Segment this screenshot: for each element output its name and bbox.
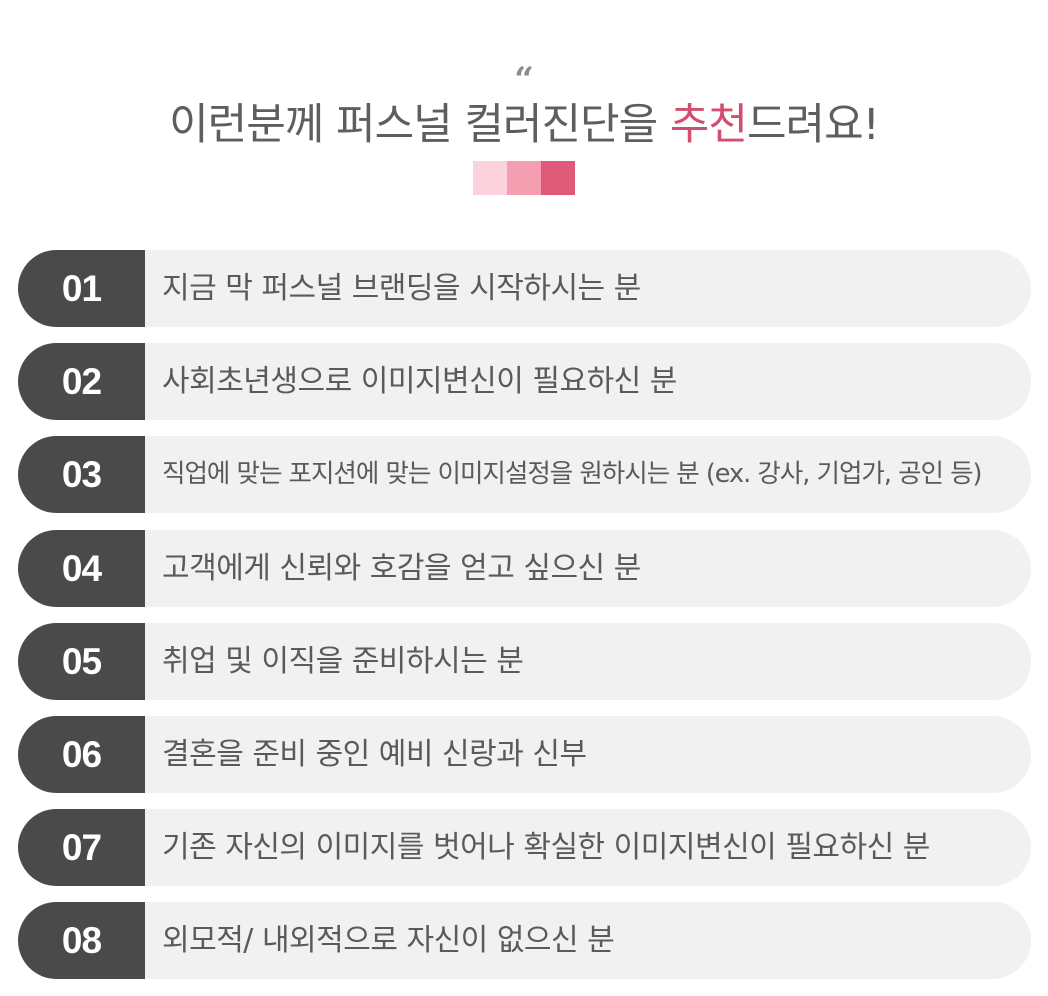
swatch-light-pink [473, 161, 507, 195]
list-item-text: 사회초년생으로 이미지변신이 필요하신 분 [162, 364, 677, 400]
item-number-badge: 07 [18, 809, 145, 887]
list-item: 05 취업 및 이직을 준비하시는 분 [18, 622, 1031, 700]
title-text-end: 드려요! [746, 100, 880, 150]
list-item-text: 기존 자신의 이미지를 벗어나 확실한 이미지변신이 필요하신 분 [162, 830, 930, 866]
list-item: 01 지금 막 퍼스널 브랜딩을 시작하시는 분 [18, 250, 1031, 327]
item-number-badge: 06 [18, 715, 145, 793]
list-item: 08 외모적/ 내외적으로 자신이 없으신 분 [18, 902, 1031, 980]
list-item-text: 취업 및 이직을 준비하시는 분 [162, 643, 524, 679]
item-number-badge: 02 [18, 343, 145, 421]
list-item-text: 고객에게 신뢰와 호감을 얻고 싶으신 분 [162, 550, 641, 586]
color-swatch-bar [473, 161, 575, 195]
list-item-background [18, 715, 1031, 793]
list-item-background [18, 529, 1031, 607]
title-text-start: 이런분께 퍼스널 컬러진단을 [169, 100, 670, 150]
list-item: 02 사회초년생으로 이미지변신이 필요하신 분 [18, 343, 1031, 421]
list-item-background [18, 250, 1031, 327]
item-number-badge: 04 [18, 529, 145, 607]
list-item-background [18, 436, 1031, 514]
section-header: “ 이런분께 퍼스널 컬러진단을 추천드려요! [0, 0, 1048, 210]
list-item-background [18, 902, 1031, 980]
swatch-medium-pink [507, 161, 541, 195]
item-number-badge: 01 [18, 250, 145, 327]
item-number-badge: 05 [18, 622, 145, 700]
list-item: 03 직업에 맞는 포지션에 맞는 이미지설정을 원하시는 분 (ex. 강사,… [18, 436, 1031, 514]
item-number-badge: 03 [18, 436, 145, 514]
quote-icon: “ [514, 60, 534, 92]
item-number-badge: 08 [18, 902, 145, 980]
list-item: 06 결혼을 준비 중인 예비 신랑과 신부 [18, 715, 1031, 793]
section-title: 이런분께 퍼스널 컬러진단을 추천드려요! [0, 98, 1048, 152]
swatch-dark-pink [541, 161, 575, 195]
list-item-background [18, 622, 1031, 700]
list-item-background [18, 343, 1031, 421]
list-item-text: 지금 막 퍼스널 브랜딩을 시작하시는 분 [162, 271, 641, 306]
title-accent-text: 추천 [669, 100, 748, 150]
list-item-background [18, 809, 1031, 887]
list-item-text: 직업에 맞는 포지션에 맞는 이미지설정을 원하시는 분 (ex. 강사, 기업… [162, 459, 983, 490]
list-item: 04 고객에게 신뢰와 호감을 얻고 싶으신 분 [18, 529, 1031, 607]
list-item-text: 외모적/ 내외적으로 자신이 없으신 분 [162, 923, 615, 959]
recommendation-list: 01 지금 막 퍼스널 브랜딩을 시작하시는 분 02 사회초년생으로 이미지변… [18, 250, 1031, 996]
list-item: 07 기존 자신의 이미지를 벗어나 확실한 이미지변신이 필요하신 분 [18, 809, 1031, 887]
list-item-text: 결혼을 준비 중인 예비 신랑과 신부 [162, 736, 587, 772]
